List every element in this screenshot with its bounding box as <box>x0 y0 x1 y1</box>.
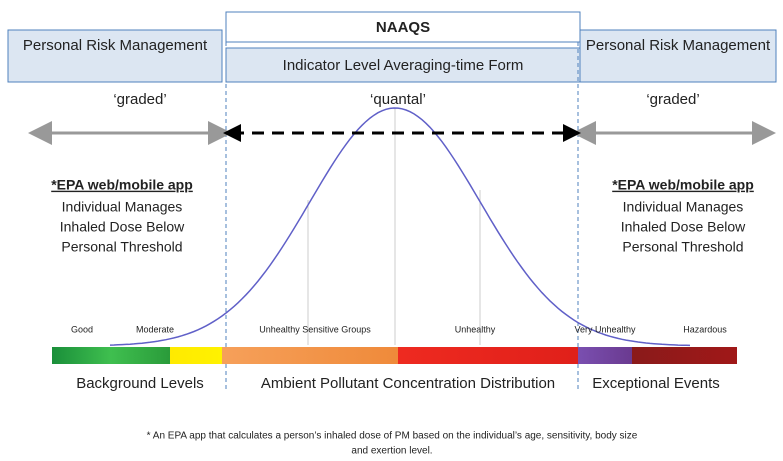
right-box <box>579 29 777 83</box>
note-heading: *EPA web/mobile app <box>51 177 193 193</box>
aqi-band <box>578 347 632 364</box>
aqi-band <box>398 347 578 364</box>
note-line: Personal Threshold <box>61 239 182 255</box>
region-label: Exceptional Events <box>592 375 720 392</box>
note-line: Personal Threshold <box>622 239 743 255</box>
aqi-label: Moderate <box>136 324 174 334</box>
aqi-band <box>632 347 737 364</box>
region-label: Background Levels <box>76 375 204 392</box>
naaqs-subtitle: Indicator Level Averaging-time Form <box>283 57 524 74</box>
aqi-label: Unhealthy Sensitive Groups <box>259 324 371 334</box>
naaqs-title: NAAQS <box>376 19 430 36</box>
zone-label: ‘quantal’ <box>370 91 426 108</box>
footnote: and exertion level. <box>351 446 432 457</box>
note-line: Individual Manages <box>623 199 744 215</box>
aqi-band <box>170 347 222 364</box>
zone-label: ‘graded’ <box>113 91 166 108</box>
aqi-label: Hazardous <box>683 324 727 334</box>
naaqs-box <box>225 11 581 43</box>
right-box-title: Personal Risk Management <box>586 37 771 54</box>
note-heading: *EPA web/mobile app <box>612 177 754 193</box>
note-line: Inhaled Dose Below <box>621 219 746 235</box>
aqi-band <box>222 347 398 364</box>
aqi-label: Good <box>71 324 93 334</box>
zone-label: ‘graded’ <box>646 91 699 108</box>
note-line: Inhaled Dose Below <box>60 219 185 235</box>
region-label: Ambient Pollutant Concentration Distribu… <box>261 375 555 392</box>
aqi-label: Very Unhealthy <box>574 324 636 334</box>
naaqs-sub-box <box>225 47 581 83</box>
note-line: Individual Manages <box>62 199 183 215</box>
bell-curve <box>109 107 691 347</box>
aqi-band <box>52 347 170 364</box>
footnote: * An EPA app that calculates a person’s … <box>147 431 638 442</box>
aqi-label: Unhealthy <box>455 324 496 334</box>
left-box-title: Personal Risk Management <box>23 37 208 54</box>
left-box <box>7 29 223 83</box>
